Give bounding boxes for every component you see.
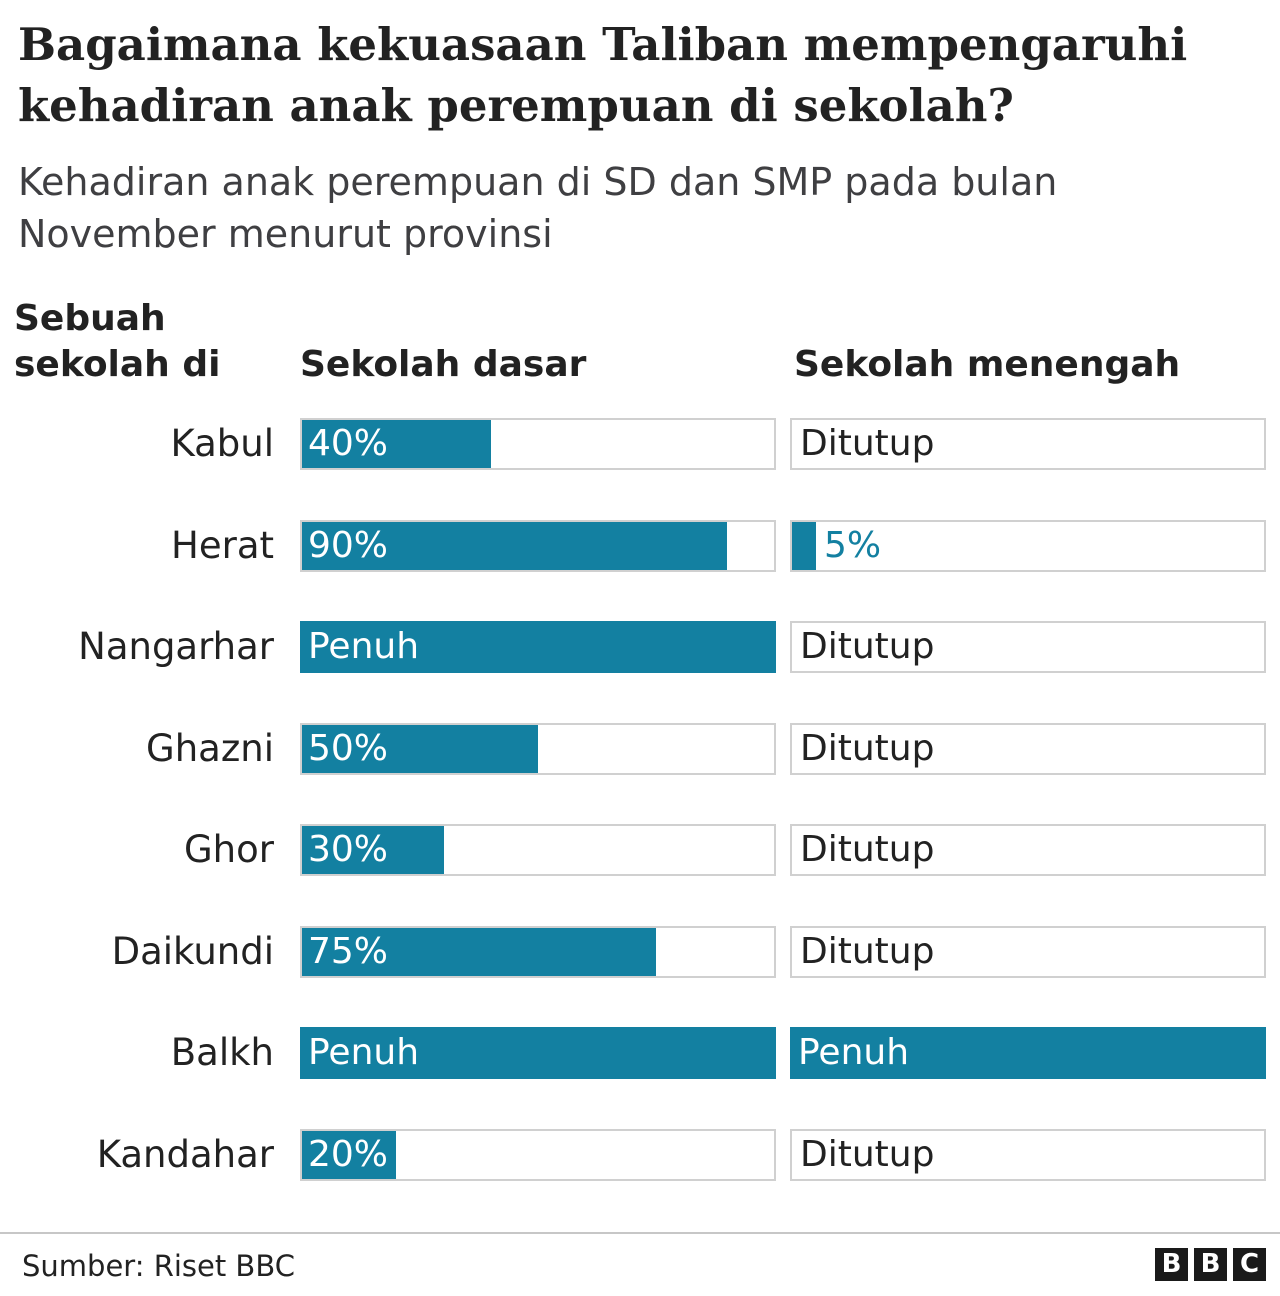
column-header-secondary: Sekolah menengah — [794, 344, 1181, 385]
bar-value-label: Penuh — [308, 1032, 420, 1073]
province-label: Nangarhar — [78, 625, 274, 668]
bar-value-label: Penuh — [308, 626, 420, 667]
column-header-primary: Sekolah dasar — [300, 344, 587, 385]
logo-letter: B — [1155, 1248, 1188, 1281]
bar-track: Ditutup — [790, 723, 1266, 775]
province-label: Herat — [171, 524, 274, 567]
bar-track: Penuh — [300, 621, 776, 673]
bar-value-label: 20% — [308, 1134, 389, 1175]
bar-fill — [302, 725, 538, 773]
bar-value-label: 90% — [308, 525, 389, 566]
bar-track: Penuh — [300, 1027, 776, 1079]
bar-track: 90% — [300, 520, 776, 572]
bar-fill — [302, 826, 444, 874]
province-label: Daikundi — [111, 930, 274, 973]
bar-fill — [302, 420, 491, 468]
chart-subtitle: Kehadiran anak perempuan di SD dan SMP p… — [18, 160, 1058, 256]
logo-letter: C — [1233, 1248, 1266, 1281]
province-label: Balkh — [170, 1031, 274, 1074]
source-note: Sumber: Riset BBC — [22, 1249, 295, 1283]
bbc-logo: B B C — [1155, 1248, 1266, 1281]
province-label: Ghor — [184, 828, 274, 871]
bar-fill — [792, 522, 816, 570]
bar-fill — [302, 928, 656, 976]
bar-value-label: 30% — [308, 829, 389, 870]
province-label: Kabul — [170, 422, 274, 465]
bar-track: Ditutup — [790, 1129, 1266, 1181]
bar-fill — [302, 1131, 396, 1179]
bar-track: Ditutup — [790, 824, 1266, 876]
bar-track: 30% — [300, 824, 776, 876]
bar-value-label: Penuh — [798, 1032, 910, 1073]
footer-divider — [0, 1232, 1280, 1234]
bar-value-label: Ditutup — [800, 626, 935, 667]
bar-fill — [302, 522, 727, 570]
bar-track: 75% — [300, 926, 776, 978]
bar-track: Ditutup — [790, 418, 1266, 470]
bar-value-label: 50% — [308, 728, 389, 769]
bar-track: 5% — [790, 520, 1266, 572]
bar-value-label: Ditutup — [800, 931, 935, 972]
logo-letter: B — [1194, 1248, 1227, 1281]
bar-fill — [302, 623, 774, 671]
bar-value-label: 5% — [824, 525, 882, 566]
row-header: Sebuah sekolah di — [14, 298, 221, 385]
bar-fill — [792, 1029, 1264, 1077]
bar-value-label: Ditutup — [800, 829, 935, 870]
bar-value-label: Ditutup — [800, 728, 935, 769]
bar-value-label: 40% — [308, 423, 389, 464]
bar-track: 40% — [300, 418, 776, 470]
bar-track: 20% — [300, 1129, 776, 1181]
province-label: Kandahar — [96, 1133, 274, 1176]
chart-title: Bagaimana kekuasaan Taliban mempengaruhi… — [18, 18, 1188, 132]
bar-fill — [302, 1029, 774, 1077]
bar-track: Ditutup — [790, 621, 1266, 673]
province-label: Ghazni — [146, 727, 274, 770]
bar-value-label: Ditutup — [800, 423, 935, 464]
bar-track: 50% — [300, 723, 776, 775]
bar-value-label: Ditutup — [800, 1134, 935, 1175]
bar-track: Penuh — [790, 1027, 1266, 1079]
bar-track: Ditutup — [790, 926, 1266, 978]
bar-value-label: 75% — [308, 931, 389, 972]
